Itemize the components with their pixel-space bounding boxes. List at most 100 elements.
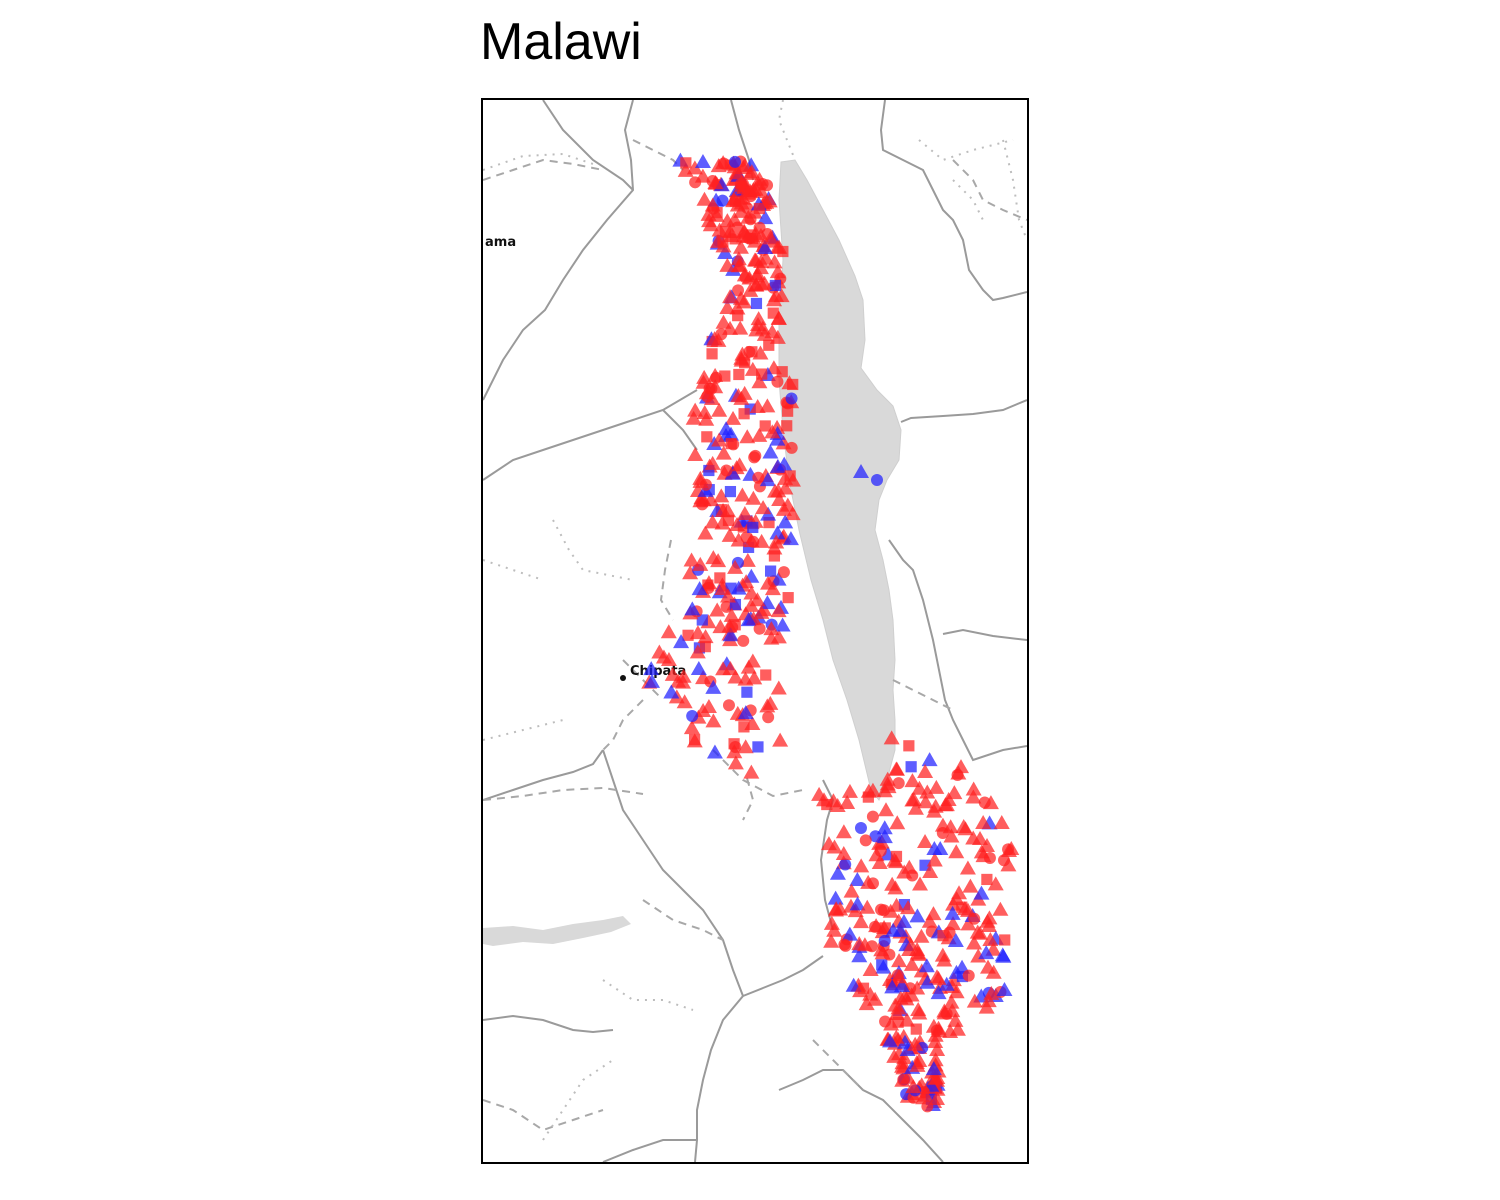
province-borders — [483, 139, 1027, 1132]
survey-point-triangle — [841, 783, 858, 798]
survey-point-square — [729, 598, 742, 611]
survey-point-square — [719, 370, 731, 382]
survey-point-triangle — [987, 876, 1004, 891]
survey-point-triangle — [761, 193, 778, 208]
survey-point-triangle — [651, 644, 668, 659]
survey-point-square — [738, 408, 750, 420]
survey-point-triangle — [973, 885, 990, 900]
survey-point-triangle — [917, 834, 934, 849]
survey-point-triangle — [928, 779, 945, 794]
survey-point-triangle — [943, 994, 960, 1009]
survey-point-circle — [752, 471, 765, 484]
survey-point-triangle — [917, 764, 934, 779]
survey-point-triangle — [727, 669, 744, 684]
survey-point-circle — [753, 221, 766, 234]
basemap-layer: ama Chipata — [483, 100, 1027, 1162]
survey-point-triangle — [782, 531, 799, 546]
survey-point-circle — [859, 834, 872, 847]
survey-point-triangle — [729, 300, 746, 315]
survey-point-triangle — [774, 617, 791, 632]
survey-point-square — [750, 297, 763, 310]
survey-point-triangle — [895, 914, 912, 929]
survey-point-square — [879, 922, 891, 934]
survey-point-square — [764, 565, 777, 577]
survey-point-circle — [756, 178, 769, 191]
survey-point-triangle — [770, 571, 787, 586]
survey-point-triangle — [751, 374, 768, 389]
survey-point-triangle — [948, 984, 965, 999]
survey-point-square — [682, 629, 694, 641]
survey-point-triangle — [736, 294, 753, 309]
survey-point-triangle — [739, 429, 756, 444]
survey-point-square — [719, 226, 731, 238]
survey-point-square — [714, 572, 726, 584]
survey-point-square — [738, 721, 750, 733]
survey-point-triangle — [749, 592, 766, 607]
survey-point-triangle — [691, 581, 708, 596]
survey-point-triangle — [727, 559, 744, 574]
survey-point-circle — [762, 711, 775, 724]
map-panel[interactable]: ama Chipata — [481, 98, 1029, 1164]
survey-point-triangle — [698, 411, 715, 426]
survey-point-triangle — [903, 956, 920, 971]
survey-point-triangle — [696, 191, 713, 206]
survey-point-triangle — [893, 978, 910, 993]
survey-point-triangle — [736, 506, 753, 521]
survey-point-triangle — [934, 817, 951, 832]
survey-point-triangle — [694, 168, 711, 183]
survey-point-triangle — [692, 556, 709, 571]
survey-point-triangle — [732, 320, 749, 335]
survey-point-triangle — [730, 532, 747, 547]
survey-point-square — [782, 405, 794, 417]
survey-point-triangle — [730, 580, 747, 595]
survey-point-circle — [897, 1073, 910, 1086]
survey-point-triangle — [696, 405, 713, 420]
survey-point-circle — [936, 826, 949, 839]
survey-point-triangle — [686, 733, 703, 748]
survey-point-triangle — [721, 527, 738, 542]
survey-point-circle — [785, 441, 798, 454]
survey-point-square — [706, 348, 718, 360]
survey-point-triangle — [734, 487, 751, 502]
survey-point-circle — [702, 581, 715, 594]
survey-point-triangle — [706, 744, 723, 759]
survey-point-circle — [729, 740, 742, 753]
survey-point-triangle — [930, 985, 947, 1000]
survey-point-triangle — [926, 852, 943, 867]
survey-point-triangle — [725, 410, 742, 425]
survey-point-square — [729, 233, 741, 245]
survey-point-triangle — [890, 1000, 907, 1015]
survey-point-triangle — [736, 267, 753, 282]
survey-point-triangle — [759, 472, 776, 487]
survey-point-triangle — [860, 783, 877, 798]
survey-point-square — [680, 157, 692, 169]
survey-point-triangle — [947, 933, 964, 948]
survey-point-triangle — [876, 820, 893, 835]
survey-point-square — [722, 514, 735, 526]
survey-point-triangle — [904, 773, 921, 788]
survey-point-triangle — [905, 1079, 922, 1094]
survey-point-circle — [729, 155, 742, 168]
survey-point-triangle — [722, 289, 739, 304]
map-title: Malawi — [480, 13, 642, 71]
survey-point-triangle — [992, 901, 1009, 916]
survey-point-triangle — [768, 534, 785, 549]
survey-point-triangle — [711, 402, 728, 417]
survey-point-triangle — [715, 238, 732, 253]
survey-point-triangle — [777, 514, 794, 529]
survey-point-triangle — [876, 829, 893, 844]
map-canvas[interactable]: ama Chipata — [483, 100, 1027, 1162]
survey-point-triangle — [693, 490, 710, 505]
survey-point-circle — [777, 566, 790, 579]
survey-point-square — [725, 582, 737, 594]
survey-point-square — [763, 516, 775, 529]
survey-point-triangle — [769, 264, 786, 279]
survey-point-triangle — [827, 890, 844, 905]
survey-point-triangle — [853, 464, 869, 478]
survey-point-triangle — [896, 1050, 913, 1065]
survey-point-triangle — [849, 871, 866, 886]
survey-point-triangle — [981, 918, 998, 933]
survey-point-square — [699, 641, 711, 653]
survey-point-triangle — [707, 379, 724, 394]
survey-point-triangle — [917, 794, 934, 809]
